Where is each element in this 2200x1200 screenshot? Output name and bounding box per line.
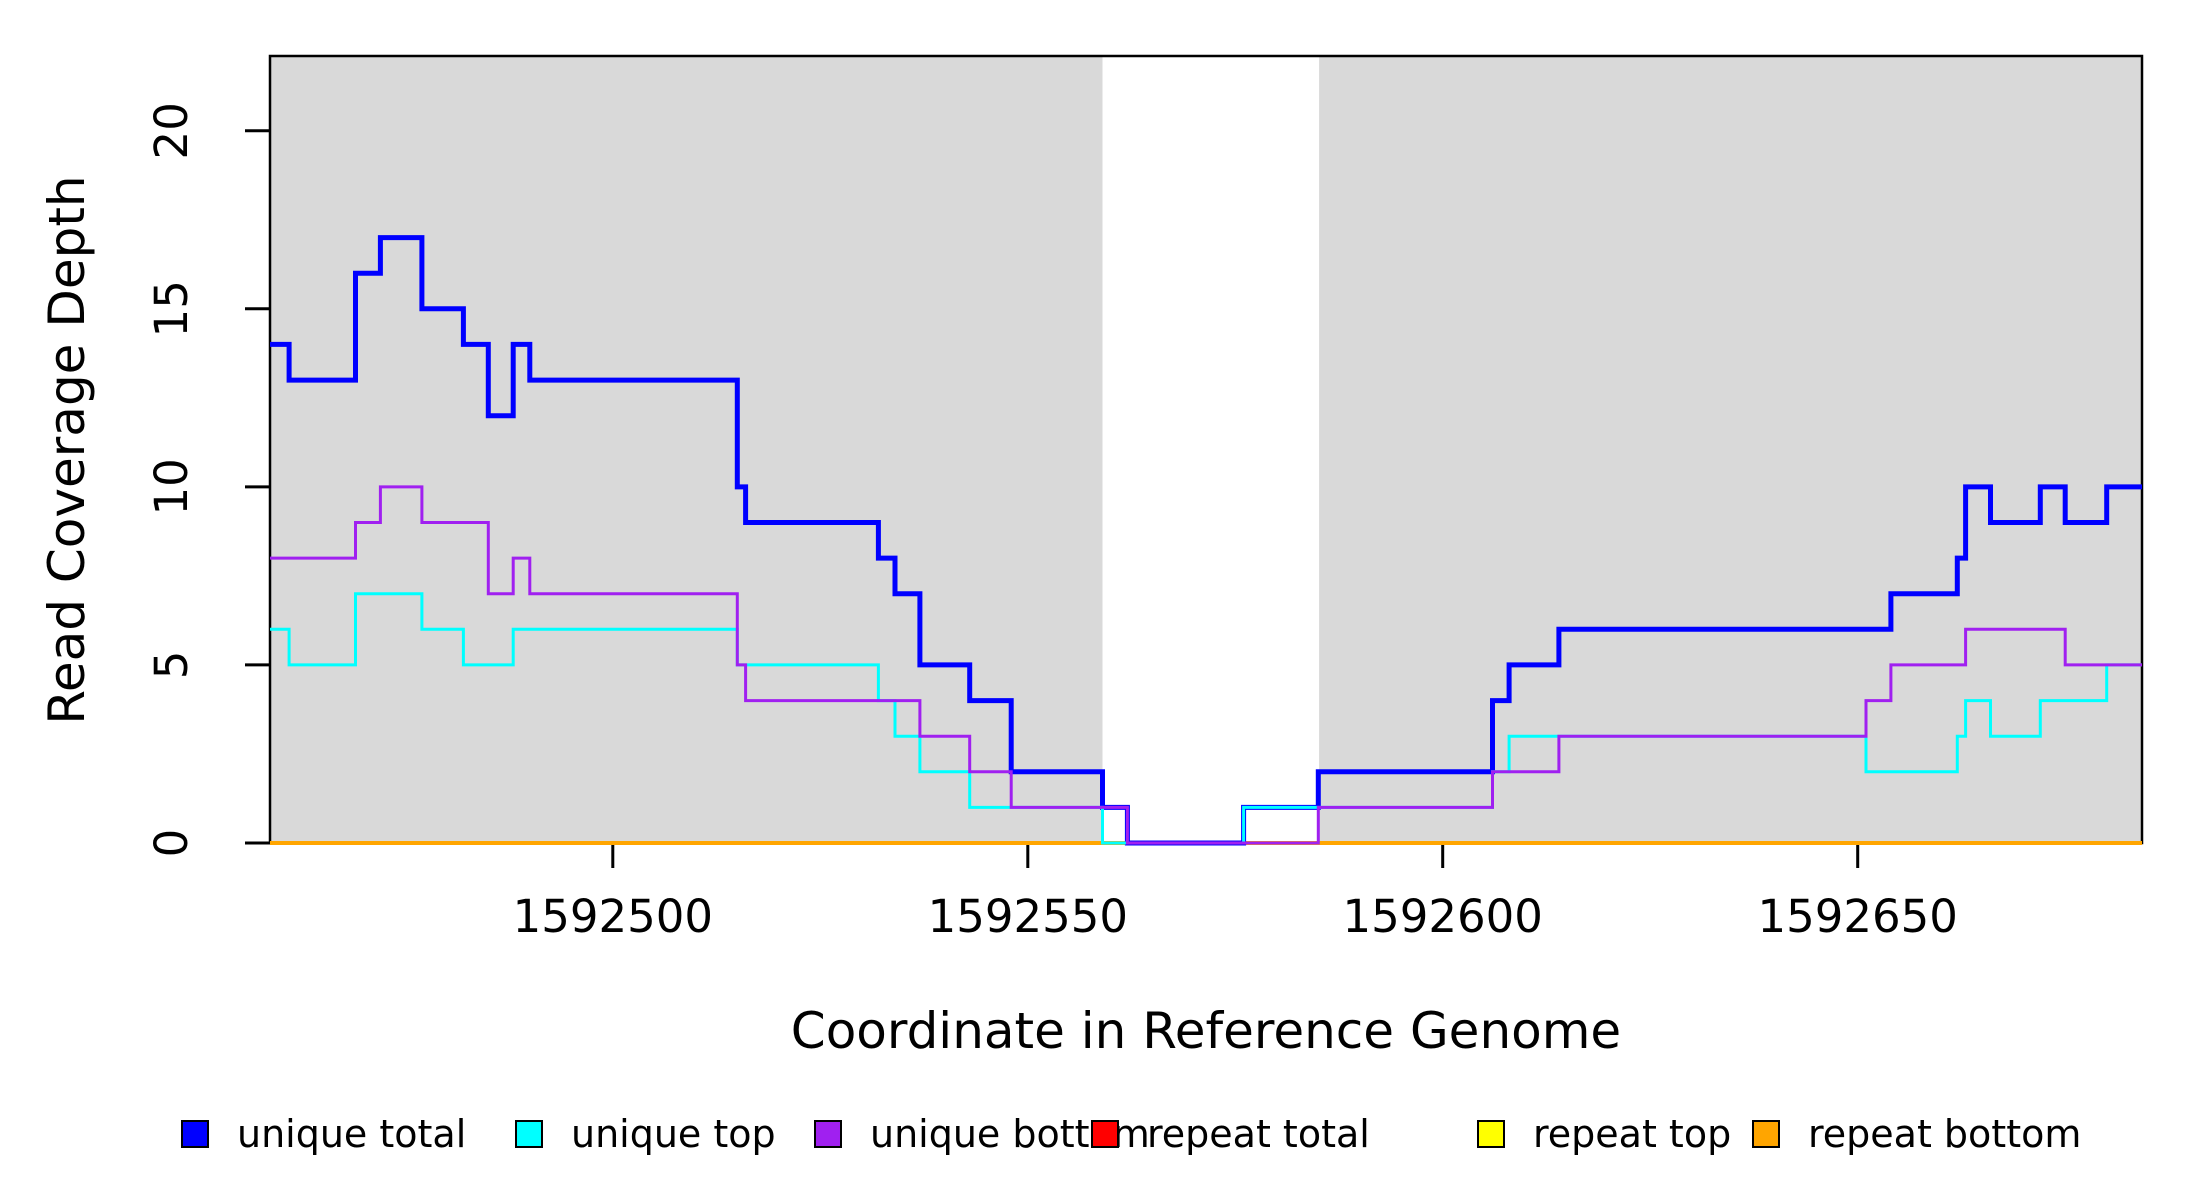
legend-label-repeat-top: repeat top xyxy=(1533,1112,1731,1156)
x-tick-label: 1592600 xyxy=(1342,890,1542,943)
legend-label-unique-total: unique total xyxy=(237,1112,466,1156)
legend-label-repeat-bottom: repeat bottom xyxy=(1808,1112,2081,1156)
series-line-unique-total xyxy=(270,235,2142,846)
legend-label-unique-top: unique top xyxy=(571,1112,776,1156)
y-tick-label: 0 xyxy=(145,829,198,858)
y-tick-label: 5 xyxy=(145,651,198,680)
legend-swatch-repeat-total xyxy=(1091,1120,1119,1148)
legend-swatch-repeat-top xyxy=(1477,1120,1505,1148)
x-tick-label: 1592500 xyxy=(513,890,713,943)
shaded-region-right xyxy=(1319,56,2142,843)
legend-swatch-repeat-bottom xyxy=(1752,1120,1780,1148)
legend-swatch-unique-bottom xyxy=(814,1120,842,1148)
y-axis-title: Read Coverage Depth xyxy=(38,175,96,724)
x-tick-label: 1592650 xyxy=(1757,890,1957,943)
series-line-unique-bottom xyxy=(270,485,2142,845)
y-tick-label: 10 xyxy=(145,458,198,515)
legend-swatch-unique-total xyxy=(181,1120,209,1148)
y-tick-label: 20 xyxy=(145,102,198,159)
legend-swatch-unique-top xyxy=(515,1120,543,1148)
legend-label-repeat-total: repeat total xyxy=(1147,1112,1370,1156)
x-axis-title: Coordinate in Reference Genome xyxy=(791,1002,1621,1060)
y-tick-label: 15 xyxy=(145,280,198,337)
x-tick-label: 1592550 xyxy=(928,890,1128,943)
shaded-region-left xyxy=(270,56,1103,843)
